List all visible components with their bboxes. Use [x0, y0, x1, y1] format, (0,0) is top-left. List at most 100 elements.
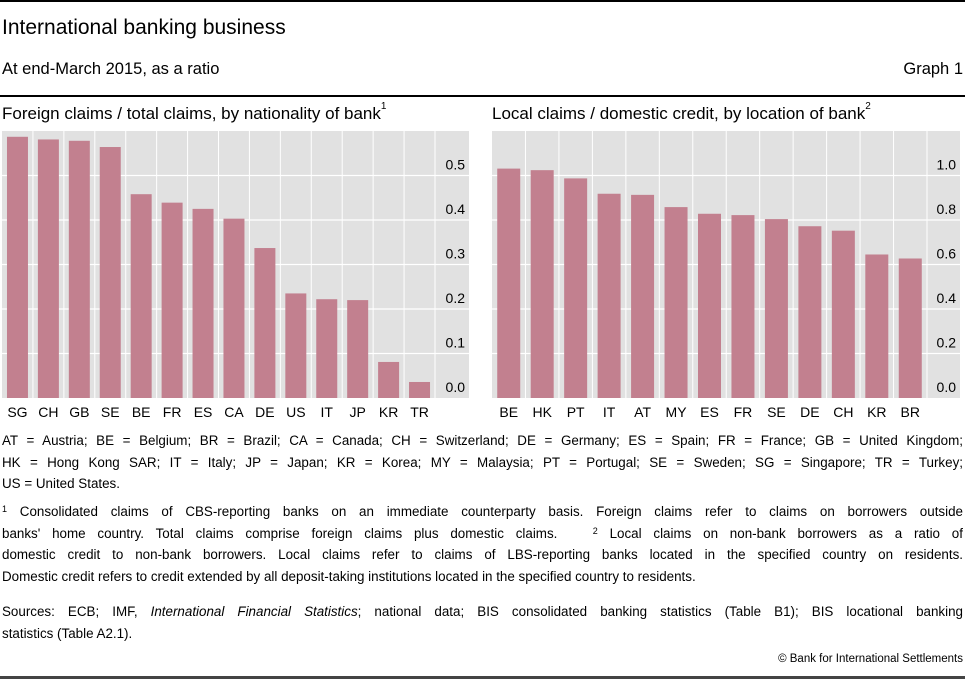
- sources: Sources: ECB; IMF, International Financi…: [2, 601, 963, 644]
- x-tick-label: HK: [532, 404, 552, 420]
- bar-sg: [6, 136, 28, 398]
- x-tick-label: MY: [666, 404, 688, 420]
- y-tick-label: 0.4: [446, 201, 466, 217]
- bottom-rule: [0, 676, 965, 679]
- sources-prefix: Sources: ECB; IMF,: [2, 604, 151, 619]
- bar-pt: [564, 178, 588, 398]
- page-title: International banking business: [2, 16, 286, 39]
- bar-se: [764, 219, 788, 398]
- x-tick-label: DE: [255, 404, 274, 420]
- bar-gb: [68, 140, 90, 399]
- x-tick-label: IT: [603, 404, 616, 420]
- y-tick-label: 0.2: [446, 290, 466, 306]
- x-tick-label: KR: [379, 404, 398, 420]
- x-tick-label: TR: [410, 404, 429, 420]
- bar-ca: [223, 218, 245, 398]
- y-tick-label: 0.6: [937, 246, 957, 262]
- bar-kr: [378, 361, 400, 398]
- footnote-ref-1: 1: [380, 101, 387, 112]
- x-tick-label: CH: [38, 404, 58, 420]
- y-tick-label: 0.4: [937, 290, 957, 306]
- footnote-line: domestic credit to non-bank borrowers. L…: [2, 547, 963, 562]
- footnote-1-text: Consolidated claims of CBS-reporting ban…: [19, 504, 963, 519]
- left-chart-title: Foreign claims / total claims, by nation…: [2, 101, 387, 124]
- bar-my: [664, 207, 688, 398]
- legend-line: US = United States.: [2, 476, 120, 491]
- y-tick-label: 0.1: [446, 335, 466, 351]
- x-tick-label: ES: [194, 404, 213, 420]
- legend-line: AT = Austria; BE = Belgium; BR = Brazil;…: [2, 433, 963, 448]
- sources-suffix: ; national data; BIS consolidated bankin…: [357, 604, 963, 619]
- right-chart-title: Local claims / domestic credit, by locat…: [492, 101, 871, 124]
- sources-line: statistics (Table A2.1).: [2, 625, 133, 641]
- bar-se: [99, 147, 121, 398]
- x-tick-label: US: [286, 404, 305, 420]
- x-tick-label: BR: [901, 404, 920, 420]
- bar-hk: [530, 170, 554, 398]
- subtitle: At end-March 2015, as a ratio: [2, 60, 220, 78]
- copyright: © Bank for International Settlements: [778, 653, 963, 665]
- x-tick-label: CH: [833, 404, 853, 420]
- x-tick-label: PT: [567, 404, 585, 420]
- right-chart-title-text: Local claims / domestic credit, by locat…: [492, 104, 866, 123]
- x-tick-label: AT: [634, 404, 651, 420]
- x-tick-label: IT: [321, 404, 334, 420]
- bar-de: [254, 248, 276, 398]
- x-tick-label: SE: [101, 404, 120, 420]
- footnote-1-text: banks' home country. Total claims compri…: [2, 525, 558, 541]
- y-tick-label: 1.0: [937, 157, 957, 173]
- bar-us: [285, 293, 307, 398]
- bar-fr: [161, 202, 183, 398]
- bar-es: [192, 208, 214, 398]
- legend-line: HK = Hong Kong SAR; IT = Italy; JP = Jap…: [2, 454, 963, 470]
- y-tick-label: 0.3: [446, 246, 466, 262]
- y-tick-label: 0.8: [937, 201, 957, 217]
- x-tick-label: KR: [867, 404, 886, 420]
- footnote-line: banks' home country. Total claims compri…: [2, 523, 963, 545]
- y-tick-label: 0.5: [446, 157, 466, 173]
- footnote-line: Domestic credit refers to credit extende…: [2, 568, 696, 584]
- bar-it: [597, 193, 621, 398]
- x-tick-label: BE: [132, 404, 151, 420]
- footnote-line: 1 Consolidated claims of CBS-reporting b…: [2, 501, 963, 523]
- y-tick-label: 0.0: [446, 379, 466, 395]
- y-tick-label: 0.0: [937, 379, 957, 395]
- footnote-2-mark: 2: [592, 525, 598, 536]
- x-tick-label: DE: [800, 404, 819, 420]
- footnote-ref-2: 2: [865, 101, 871, 112]
- footnote-2-text: Local claims on non-bank borrowers as a …: [609, 525, 963, 541]
- x-tick-label: SE: [767, 404, 786, 420]
- bar-br: [898, 258, 922, 398]
- x-tick-label: ES: [700, 404, 719, 420]
- footnotes: 1 Consolidated claims of CBS-reporting b…: [2, 501, 963, 587]
- top-rule: [0, 0, 965, 2]
- left-bar-chart: 0.0 0.1 0.2 0.3 0.4 0.5 SG CH GB SE BE FR ES CA DE US IT…: [2, 131, 469, 420]
- bar-de: [798, 226, 822, 398]
- graph-number: Graph 1: [903, 60, 963, 78]
- sources-line: Sources: ECB; IMF, International Financi…: [2, 601, 963, 623]
- bar-it: [316, 299, 338, 398]
- bar-tr: [409, 381, 431, 398]
- right-bar-chart: 0.0 0.2 0.4 0.6 0.8 1.0 BE HK PT IT AT MY ES FR SE DE CH…: [492, 131, 960, 420]
- bar-jp: [347, 300, 369, 398]
- bar-ch: [831, 230, 855, 398]
- bar-at: [631, 194, 655, 398]
- bar-be: [497, 168, 521, 398]
- x-tick-label: SG: [7, 404, 27, 420]
- x-tick-label: FR: [163, 404, 182, 420]
- sources-italic: International Financial Statistics: [150, 604, 358, 619]
- x-tick-label: JP: [350, 404, 366, 420]
- x-tick-label: FR: [734, 404, 753, 420]
- left-chart-title-text: Foreign claims / total claims, by nation…: [2, 104, 381, 123]
- bar-be: [130, 194, 152, 398]
- bar-fr: [731, 215, 755, 398]
- footnote-1-mark: 1: [2, 504, 8, 514]
- header-rule: [0, 95, 965, 97]
- country-legend: AT = Austria; BE = Belgium; BR = Brazil;…: [2, 430, 963, 495]
- y-tick-label: 0.2: [937, 335, 957, 351]
- bar-ch: [37, 139, 59, 398]
- x-tick-label: CA: [224, 404, 244, 420]
- bar-es: [698, 213, 721, 398]
- x-tick-label: GB: [69, 404, 89, 420]
- x-tick-label: BE: [499, 404, 518, 420]
